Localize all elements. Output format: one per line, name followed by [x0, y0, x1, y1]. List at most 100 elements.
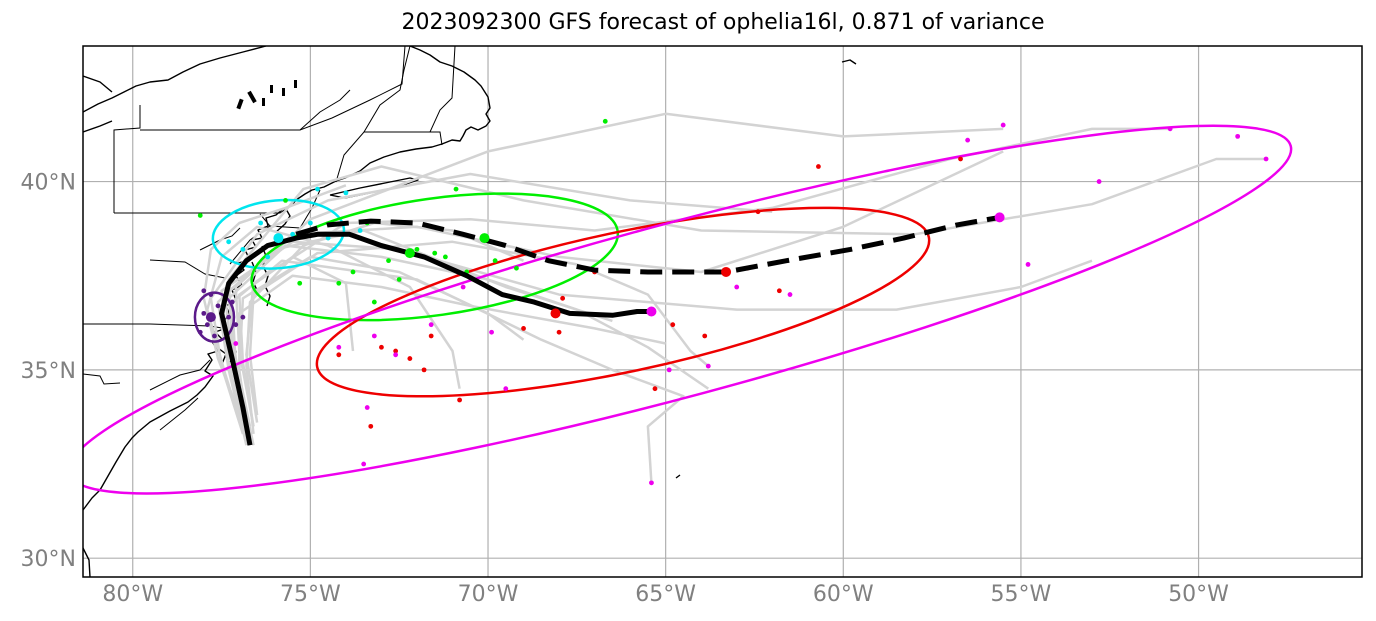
mean-point-green: [404, 248, 415, 259]
member-point-red: [393, 348, 399, 354]
member-point-magenta: [1167, 126, 1173, 132]
lon-tick-label: 55°W: [991, 582, 1052, 607]
member-point-red: [670, 322, 676, 328]
member-point-red: [755, 209, 761, 215]
grid-lines: [83, 46, 1362, 577]
lon-tick-label: 50°W: [1168, 582, 1229, 607]
member-point-cyan: [357, 228, 363, 233]
member-point-green: [350, 269, 356, 275]
member-point-cyan: [307, 220, 313, 226]
member-point-cyan: [290, 231, 296, 237]
member-point-magenta: [1235, 133, 1241, 139]
islands: [236, 80, 297, 110]
member-point-red: [702, 333, 708, 339]
member-point-magenta: [1000, 122, 1006, 128]
mean-point-red: [721, 266, 732, 277]
member-point-green: [297, 280, 303, 286]
lon-tick-label: 80°W: [102, 582, 163, 607]
member-point-purple: [226, 314, 232, 320]
lat-tick-label: 35°N: [21, 359, 76, 384]
member-point-magenta: [371, 333, 377, 339]
member-point-cyan: [226, 239, 232, 245]
member-point-purple: [229, 299, 235, 305]
member-point-magenta: [1096, 179, 1102, 184]
lon-tick-label: 65°W: [635, 582, 696, 607]
member-track: [248, 240, 710, 416]
mean-point-cyan: [273, 233, 284, 244]
member-point-red: [816, 164, 821, 169]
member-point-magenta: [965, 137, 971, 143]
member-point-magenta: [787, 292, 793, 297]
member-point-purple: [204, 322, 210, 328]
member-point-red: [556, 329, 562, 335]
member-point-magenta: [705, 363, 711, 369]
member-point-red: [958, 156, 963, 162]
member-point-green: [492, 258, 498, 264]
mean-point-green: [479, 233, 490, 244]
member-point-magenta: [393, 352, 399, 358]
member-point-green: [453, 186, 459, 192]
member-point-magenta: [361, 461, 367, 467]
member-point-magenta: [734, 284, 740, 290]
mean-point-purple: [205, 312, 216, 323]
member-point-cyan: [240, 246, 246, 252]
member-point-red: [421, 367, 427, 373]
member-point-magenta: [1025, 262, 1031, 267]
great-lakes-shore: [83, 46, 267, 133]
member-point-green: [414, 246, 420, 252]
member-point-purple: [212, 333, 217, 339]
lat-tick-label: 30°N: [21, 547, 76, 572]
member-point-purple: [233, 322, 239, 328]
member-point-cyan: [343, 190, 349, 196]
member-point-cyan: [258, 220, 264, 226]
member-point-red: [776, 288, 782, 294]
member-point-green: [283, 198, 288, 203]
member-point-magenta: [428, 322, 434, 328]
plot-frame: [82, 45, 1363, 578]
member-point-green: [336, 280, 342, 286]
nova-scotia: [675, 59, 857, 479]
member-point-purple: [208, 292, 214, 297]
member-point-green: [396, 277, 402, 282]
uncertainty-ellipse-purple: [193, 291, 236, 343]
member-track: [227, 244, 710, 427]
mean-track: [219, 214, 1001, 446]
member-point-green: [602, 118, 608, 124]
member-point-red: [521, 326, 526, 331]
lon-tick-label: 70°W: [458, 582, 519, 607]
tick-labels: 80°W 75°W 70°W 65°W 60°W 55°W 50°W 40°N 35°N 30°N: [21, 171, 1230, 607]
mean-point-red: [550, 308, 561, 319]
member-point-purple: [201, 288, 207, 294]
uncertainty-ellipse-red: [315, 206, 931, 398]
ensemble-member-points: [197, 118, 1269, 486]
mean-track-dashed: [295, 214, 1001, 275]
member-point-magenta: [503, 386, 509, 392]
member-point-purple: [197, 329, 203, 335]
member-point-green: [442, 254, 448, 260]
member-point-red: [368, 423, 374, 429]
member-point-green: [514, 265, 519, 271]
member-point-magenta: [336, 344, 342, 350]
chart-title: 2023092300 GFS forecast of ophelia16l, 0…: [401, 10, 1045, 35]
member-point-magenta: [649, 480, 654, 486]
member-track: [206, 225, 461, 442]
member-point-cyan: [265, 254, 271, 260]
member-point-green: [197, 213, 203, 218]
member-point-purple: [201, 310, 207, 316]
lon-tick-label: 75°W: [280, 582, 341, 607]
member-track: [202, 184, 347, 424]
member-point-cyan: [315, 186, 320, 192]
mean-track-points: [205, 212, 1005, 323]
uncertainty-ellipse-cyan: [211, 198, 346, 270]
plot-area: [83, 46, 1362, 577]
member-point-magenta: [489, 329, 494, 335]
mean-point-magenta: [994, 212, 1005, 223]
member-point-purple: [215, 303, 221, 309]
member-point-purple: [240, 314, 246, 320]
lon-tick-label: 60°W: [813, 582, 874, 607]
member-point-red: [560, 295, 566, 301]
member-point-green: [432, 250, 438, 256]
lat-tick-label: 40°N: [21, 171, 76, 196]
uncertainty-ellipse-magenta: [83, 124, 1293, 495]
